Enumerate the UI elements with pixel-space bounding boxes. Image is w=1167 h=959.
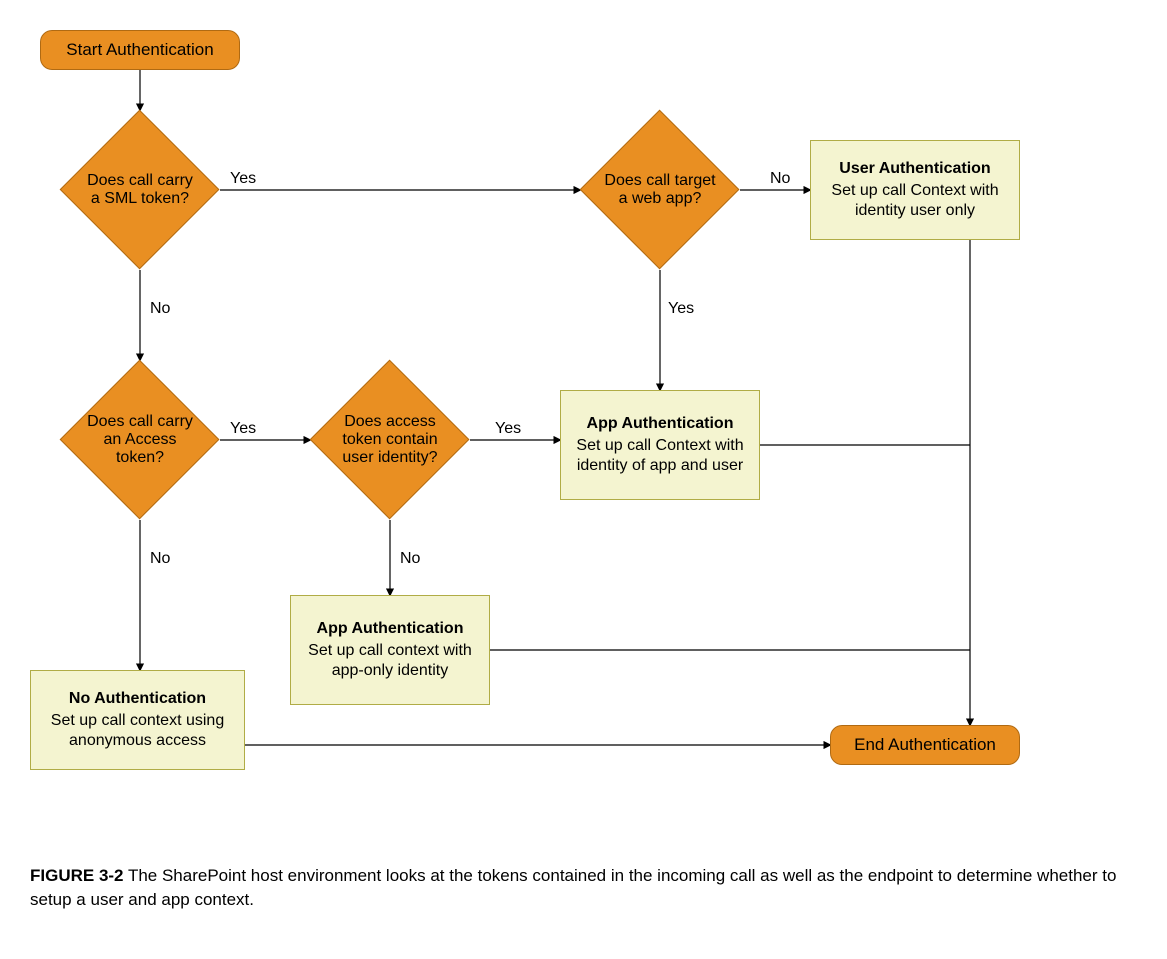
process-app-user-auth-body: Set up call Context with identity of app… [571, 436, 749, 476]
process-user-auth: User Authentication Set up call Context … [810, 140, 1020, 240]
edge-label-d_webapp-p_userauth: No [770, 170, 790, 188]
edge-label-d_userid-p_appuser: Yes [495, 420, 521, 438]
decision-user-identity-label: Does access token contain user identity? [310, 360, 470, 520]
decision-sml-token-label: Does call carry a SML token? [60, 110, 220, 270]
decision-user-identity: Does access token contain user identity? [310, 360, 470, 520]
flowchart-canvas: Start Authentication Does call carry a S… [30, 30, 1130, 850]
edge-label-d_sml-d_access: No [150, 300, 170, 318]
decision-web-app: Does call target a web app? [580, 110, 740, 270]
edge-label-d_userid-p_apponly: No [400, 550, 420, 568]
decision-access-token: Does call carry an Access token? [60, 360, 220, 520]
decision-web-app-label: Does call target a web app? [580, 110, 740, 270]
figure-caption-text: The SharePoint host environment looks at… [30, 866, 1116, 909]
process-no-auth: No Authentication Set up call context us… [30, 670, 245, 770]
process-user-auth-body: Set up call Context with identity user o… [821, 181, 1009, 221]
edge-label-d_access-p_noauth: No [150, 550, 170, 568]
process-app-user-auth-title: App Authentication [587, 414, 734, 434]
edge-label-d_webapp-p_appuser: Yes [668, 300, 694, 318]
terminator-end: End Authentication [830, 725, 1020, 765]
figure-number: FIGURE 3-2 [30, 866, 124, 885]
decision-sml-token: Does call carry a SML token? [60, 110, 220, 270]
decision-access-token-label: Does call carry an Access token? [60, 360, 220, 520]
process-app-only-auth-body: Set up call context with app-only identi… [301, 641, 479, 681]
process-app-only-auth-title: App Authentication [317, 619, 464, 639]
process-no-auth-body: Set up call context using anonymous acce… [41, 711, 234, 751]
figure-caption: FIGURE 3-2 The SharePoint host environme… [30, 864, 1130, 912]
process-app-user-auth: App Authentication Set up call Context w… [560, 390, 760, 500]
process-app-only-auth: App Authentication Set up call context w… [290, 595, 490, 705]
process-user-auth-title: User Authentication [839, 159, 990, 179]
edge-label-d_access-d_userid: Yes [230, 420, 256, 438]
terminator-start: Start Authentication [40, 30, 240, 70]
process-no-auth-title: No Authentication [69, 689, 206, 709]
edge-label-d_sml-d_webapp: Yes [230, 170, 256, 188]
